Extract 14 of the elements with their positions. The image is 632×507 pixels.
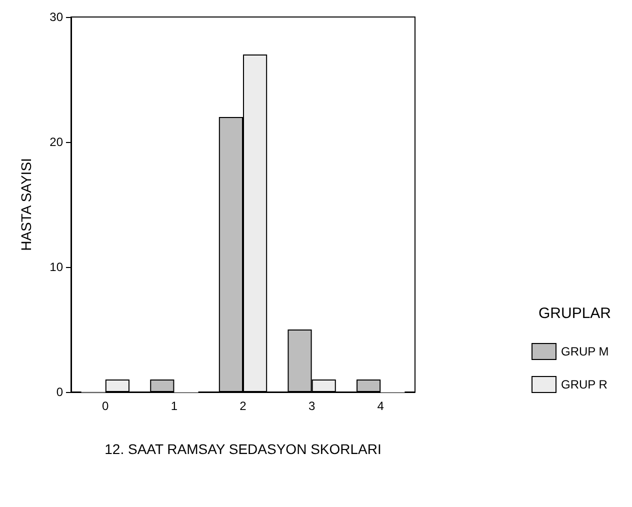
x-tick-label: 4 [377,399,384,413]
x-tick-label: 2 [240,399,247,413]
y-tick-label: 0 [56,385,64,399]
y-tick-label: 10 [50,260,64,274]
y-tick-label: 30 [50,10,64,24]
y-axis-title: HASTA SAYISI [18,158,34,251]
legend-title: GRUPLAR [538,305,612,322]
legend-label: GRUP M [561,344,609,358]
y-tick-label: 20 [50,135,64,149]
x-tick-label: 3 [308,399,316,413]
legend-label: GRUP R [561,378,608,392]
x-axis-title: 12. SAAT RAMSAY SEDASYON SKORLARI [104,441,382,457]
x-tick-label: 0 [102,399,110,413]
x-tick-label: 1 [170,399,178,413]
